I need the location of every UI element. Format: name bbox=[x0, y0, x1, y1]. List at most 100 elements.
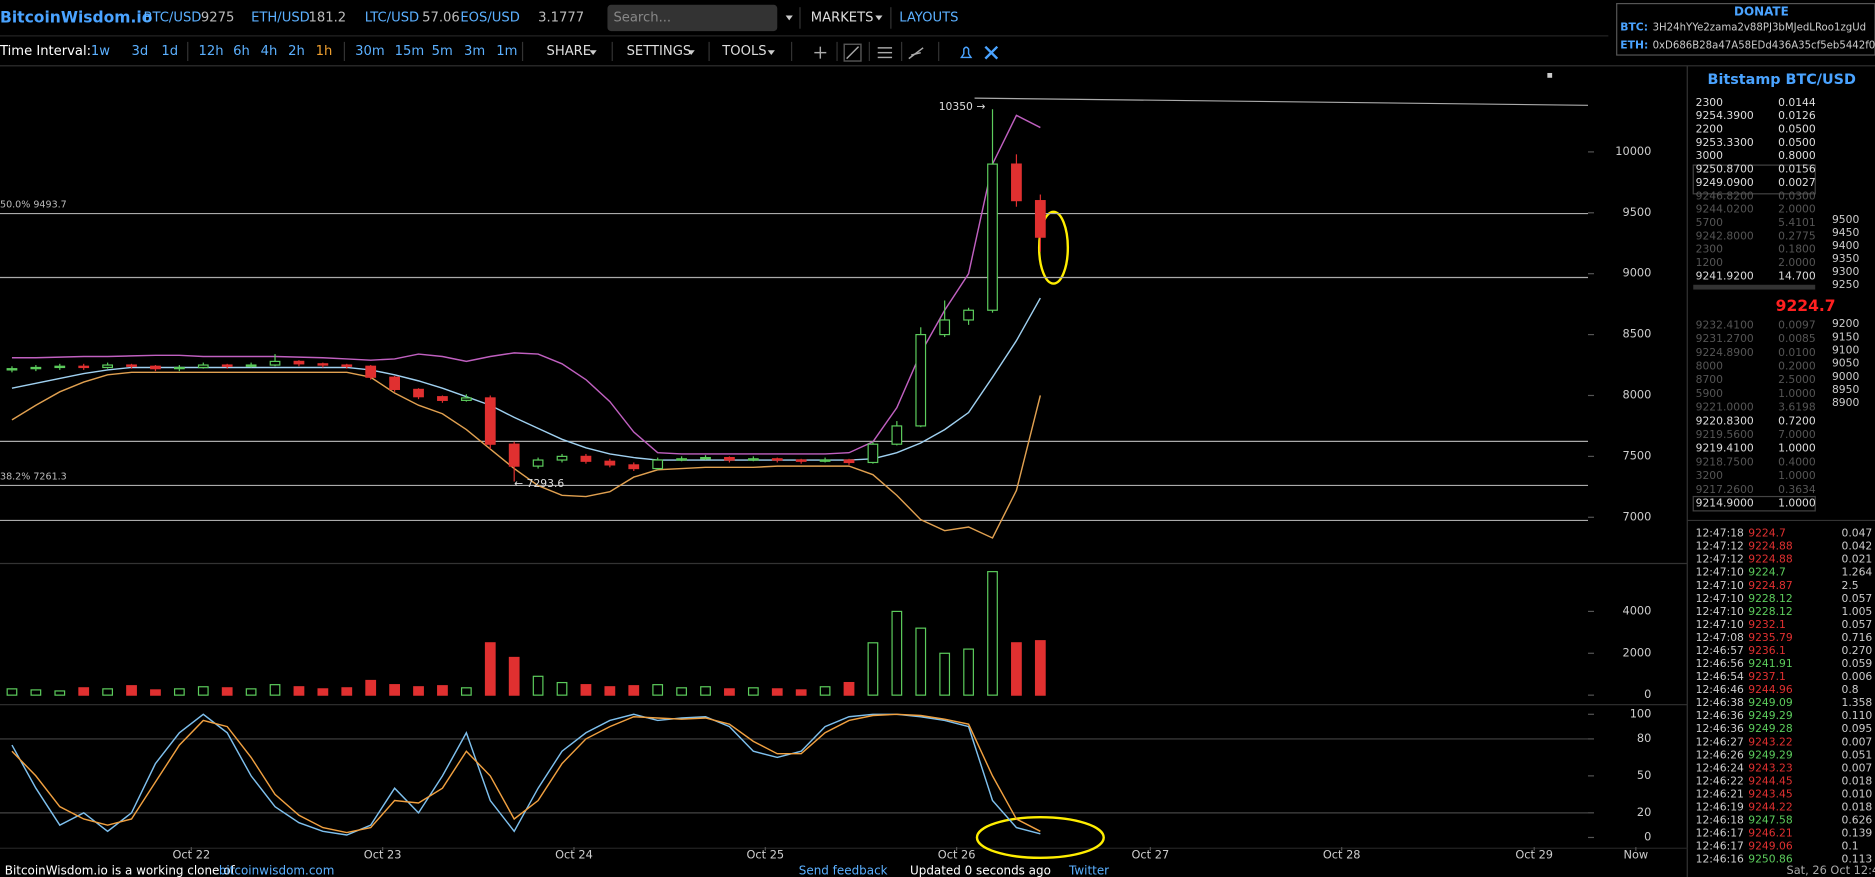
candle-body bbox=[1034, 200, 1046, 238]
y-tick-label: 2000 bbox=[1622, 645, 1651, 659]
y-tick-label: 20 bbox=[1637, 805, 1651, 819]
trade-amount: 0.1 bbox=[1842, 840, 1859, 853]
trend-line bbox=[974, 97, 1589, 106]
interval-button[interactable]: 6h bbox=[233, 44, 250, 59]
trade-price: 9244.96 bbox=[1748, 683, 1793, 696]
depth-scale: 9150 bbox=[1832, 330, 1860, 343]
book-price: 9221.0000 bbox=[1696, 401, 1754, 414]
footer-link[interactable]: bitcoinwisdom.com bbox=[219, 864, 335, 877]
book-price: 9242.8000 bbox=[1696, 229, 1754, 242]
menu[interactable]: MARKETS bbox=[811, 10, 874, 25]
volume-bar bbox=[126, 685, 137, 696]
toolbar-menu[interactable]: SETTINGS bbox=[627, 44, 692, 59]
trade-amount: 0.059 bbox=[1842, 657, 1873, 670]
volume-bar bbox=[102, 688, 114, 696]
candle-body bbox=[580, 455, 592, 462]
interval-button[interactable]: 1m bbox=[496, 44, 517, 59]
toolbar-menu[interactable]: TOOLS bbox=[721, 44, 766, 59]
candle-body bbox=[437, 396, 448, 401]
volume-bar bbox=[30, 689, 42, 696]
trade-price: 9224.87 bbox=[1748, 579, 1792, 592]
interval-button[interactable]: 2h bbox=[288, 44, 305, 59]
ticker-pair[interactable]: LTC/USD bbox=[365, 10, 419, 25]
candle-body bbox=[604, 460, 616, 466]
candle-body bbox=[795, 459, 807, 462]
volume-bar bbox=[197, 686, 209, 696]
interval-button[interactable]: 15m bbox=[395, 44, 425, 59]
interval-button[interactable]: 3d bbox=[132, 44, 149, 59]
candle-body bbox=[747, 458, 759, 461]
tool-icons[interactable] bbox=[814, 43, 999, 62]
interval-button[interactable]: 1d bbox=[161, 44, 178, 59]
book-price: 9250.8700 bbox=[1696, 163, 1754, 176]
feedback-link[interactable]: Send feedback bbox=[799, 864, 888, 877]
interval-button[interactable]: 5m bbox=[432, 44, 453, 59]
ticker-pair[interactable]: ETH/USD bbox=[251, 10, 310, 25]
book-title: Bitstamp BTC/USD bbox=[1708, 72, 1856, 88]
trade-time: 12:46:17 bbox=[1696, 827, 1744, 840]
book-amount: 0.0100 bbox=[1778, 346, 1816, 359]
x-tick-label: Oct 24 bbox=[555, 847, 593, 861]
indicator-line bbox=[11, 371, 1042, 539]
book-price: 9219.4100 bbox=[1696, 442, 1754, 455]
volume-bar bbox=[891, 610, 903, 696]
interval-label: Time Interval: bbox=[0, 44, 91, 59]
candle-body bbox=[460, 397, 472, 401]
trade-time: 12:47:12 bbox=[1696, 553, 1744, 566]
interval-button[interactable]: 1w bbox=[91, 44, 110, 59]
volume-bar bbox=[341, 687, 353, 696]
trade-time: 12:47:10 bbox=[1696, 592, 1744, 605]
toolbar-menu[interactable]: SHARE bbox=[546, 44, 591, 59]
volume-bar bbox=[150, 689, 161, 696]
candle-body bbox=[150, 365, 161, 370]
trade-price: 9243.23 bbox=[1748, 761, 1792, 774]
level-label: 38.2% 7261.3 bbox=[0, 472, 67, 483]
search-box[interactable] bbox=[607, 4, 778, 32]
book-price: 2200 bbox=[1696, 123, 1724, 136]
x-tick-label: Oct 23 bbox=[364, 847, 402, 861]
trade-time: 12:46:36 bbox=[1696, 722, 1744, 735]
trade-amount: 0.057 bbox=[1842, 618, 1873, 631]
menu[interactable]: LAYOUTS bbox=[899, 10, 958, 25]
candle-body bbox=[245, 364, 257, 367]
book-amount: 0.0156 bbox=[1778, 163, 1816, 176]
book-price: 9249.0900 bbox=[1696, 176, 1754, 189]
x-tick-label: Oct 27 bbox=[1131, 847, 1169, 861]
level-label: 50.0% 9493.7 bbox=[0, 200, 67, 211]
interval-button[interactable]: 30m bbox=[355, 44, 385, 59]
candle-body bbox=[30, 366, 42, 370]
book-price: 3200 bbox=[1696, 469, 1724, 482]
book-amount: 14.700 bbox=[1778, 269, 1816, 282]
candle-body bbox=[317, 363, 329, 366]
interval-button[interactable]: 4h bbox=[261, 44, 278, 59]
trade-amount: 0.047 bbox=[1842, 527, 1873, 540]
ticker-pair[interactable]: EOS/USD bbox=[460, 10, 519, 25]
book-amount: 0.7200 bbox=[1778, 414, 1816, 427]
twitter-link[interactable]: Twitter bbox=[1068, 864, 1109, 877]
candle-body bbox=[843, 459, 855, 464]
volume-bar bbox=[317, 688, 329, 696]
trade-amount: 0.057 bbox=[1842, 592, 1873, 605]
x-tick-label: Oct 22 bbox=[172, 847, 210, 861]
depth-scale: 9100 bbox=[1832, 344, 1860, 357]
interval-button[interactable]: 3m bbox=[464, 44, 485, 59]
candle-body bbox=[197, 364, 209, 369]
book-price: 2300 bbox=[1696, 243, 1724, 256]
candle-body bbox=[891, 425, 903, 445]
candle-body bbox=[221, 364, 233, 367]
book-price: 9214.9000 bbox=[1696, 497, 1754, 510]
book-price: 5900 bbox=[1696, 387, 1724, 400]
price-annotation: ← 7293.6 bbox=[514, 477, 564, 490]
volume-bar bbox=[484, 642, 496, 696]
trade-amount: 1.005 bbox=[1842, 605, 1873, 618]
interval-button[interactable]: 12h bbox=[199, 44, 224, 59]
candle-body bbox=[556, 455, 568, 461]
trade-time: 12:46:16 bbox=[1696, 853, 1744, 866]
interval-button[interactable]: 1h bbox=[316, 44, 333, 59]
marker bbox=[1547, 72, 1553, 78]
candle-body bbox=[78, 365, 90, 369]
ticker-pair[interactable]: BTC/USD bbox=[143, 10, 201, 25]
logo[interactable]: BitcoinWisdom.io bbox=[0, 8, 152, 26]
candle-body bbox=[484, 397, 496, 445]
